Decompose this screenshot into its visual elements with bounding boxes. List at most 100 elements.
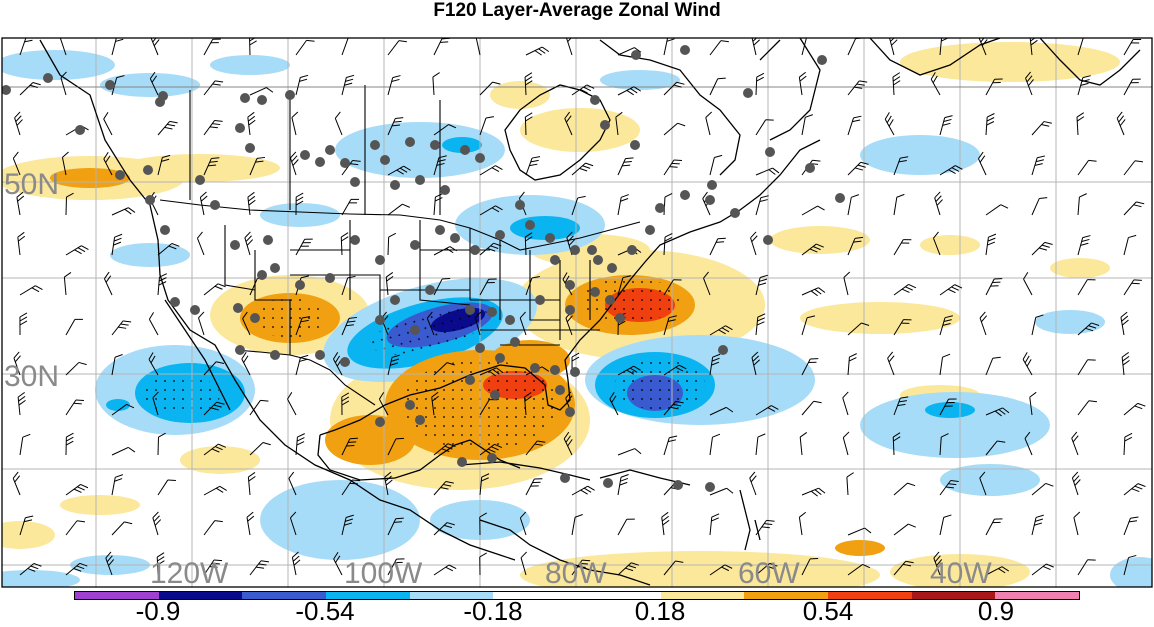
wind-barb	[940, 513, 951, 536]
station-dot	[607, 263, 617, 273]
wind-barb	[292, 552, 303, 575]
colorbar-label-0.54: 0.54	[803, 596, 854, 627]
station-dot	[350, 177, 360, 187]
wind-barb	[1124, 199, 1144, 220]
station-dot	[415, 175, 425, 185]
wind-barb	[102, 112, 118, 135]
station-dot	[765, 147, 775, 157]
station-dot	[565, 280, 575, 290]
station-dot	[470, 245, 480, 255]
wind-barb	[710, 154, 722, 177]
station-dot	[375, 417, 385, 427]
station-dot	[631, 50, 641, 60]
station-dot	[325, 273, 335, 283]
wind-barb	[661, 512, 671, 535]
station-dot	[495, 230, 505, 240]
wind-barb	[664, 434, 677, 457]
wind-barb	[710, 37, 729, 59]
station-dot	[430, 140, 440, 150]
station-dot	[535, 295, 545, 305]
wind-barb	[664, 193, 672, 215]
wind-barb	[710, 433, 720, 456]
wind-barb	[1078, 234, 1090, 257]
wind-barb	[1078, 356, 1096, 378]
wind-barb	[842, 432, 855, 455]
wind-barb	[66, 316, 83, 339]
wind-barb	[748, 472, 762, 495]
wind-barb	[1124, 514, 1138, 537]
wind-barb	[802, 286, 825, 301]
wind-barb	[150, 32, 165, 55]
wind-barb	[388, 74, 400, 97]
station-dot	[817, 55, 827, 65]
wind-barb	[204, 484, 227, 501]
wind-barb	[710, 513, 719, 536]
wind-barb	[894, 193, 904, 216]
wind-barb	[848, 193, 859, 216]
wind-barb	[296, 433, 305, 455]
wind-barb	[1122, 352, 1131, 375]
wind-barb	[986, 516, 1002, 539]
station-dot	[457, 457, 467, 467]
wind-barb	[894, 522, 916, 541]
station-dot	[245, 143, 255, 153]
wind-barb	[291, 112, 303, 135]
wind-barb	[20, 433, 30, 456]
station-dot	[570, 245, 580, 255]
wind-barb	[204, 36, 221, 59]
station-dot	[805, 163, 815, 173]
wind-barb	[103, 272, 119, 295]
wind-barb	[433, 73, 441, 95]
station-dot	[158, 91, 168, 101]
station-dot	[440, 185, 450, 195]
station-dot	[590, 95, 600, 105]
station-dot	[405, 137, 415, 147]
station-dot	[835, 193, 845, 203]
station-dot	[370, 140, 380, 150]
wind-barb	[66, 518, 85, 540]
lat-label-30n: 30N	[4, 360, 59, 393]
wind-barb	[1078, 556, 1096, 578]
station-dot	[170, 297, 180, 307]
station-dot	[450, 233, 460, 243]
wind-barb	[158, 477, 176, 499]
wind-barb	[20, 313, 27, 335]
wind-barb	[618, 473, 629, 496]
wind-barb	[1022, 272, 1039, 295]
wind-barb	[1032, 195, 1047, 218]
wind-barb	[848, 526, 871, 541]
wind-barb	[802, 487, 825, 502]
station-dot	[707, 180, 717, 190]
wind-barb	[17, 232, 27, 255]
wind-barb	[1032, 154, 1045, 177]
wind-barb	[802, 204, 825, 221]
lon-label-100w: 100W	[344, 557, 423, 590]
wind-barb	[342, 74, 354, 97]
station-dot	[250, 313, 260, 323]
wind-barb	[1124, 158, 1143, 180]
colorbar-label-0.9: 0.9	[978, 596, 1014, 627]
lon-label-120w: 120W	[150, 557, 229, 590]
wind-barb	[64, 272, 73, 295]
wind-barb	[204, 117, 223, 139]
station-dot	[263, 235, 273, 245]
wind-barb	[196, 232, 211, 255]
station-dot	[75, 125, 85, 135]
colorbar-label-0.18: 0.18	[635, 596, 686, 627]
wind-barb	[1032, 514, 1044, 537]
station-dot	[603, 478, 613, 488]
station-dot	[680, 190, 690, 200]
station-dot	[143, 165, 153, 175]
wind-barb	[1073, 512, 1085, 535]
station-dot	[465, 375, 475, 385]
wind-barb	[1116, 112, 1131, 135]
wind-barb	[664, 121, 685, 141]
wind-barb	[341, 233, 349, 255]
station-dot	[465, 305, 475, 315]
wind-barb	[847, 473, 855, 495]
wind-barb	[848, 114, 861, 137]
station-dot	[530, 363, 540, 373]
station-dot	[43, 73, 53, 83]
station-dot	[550, 365, 560, 375]
